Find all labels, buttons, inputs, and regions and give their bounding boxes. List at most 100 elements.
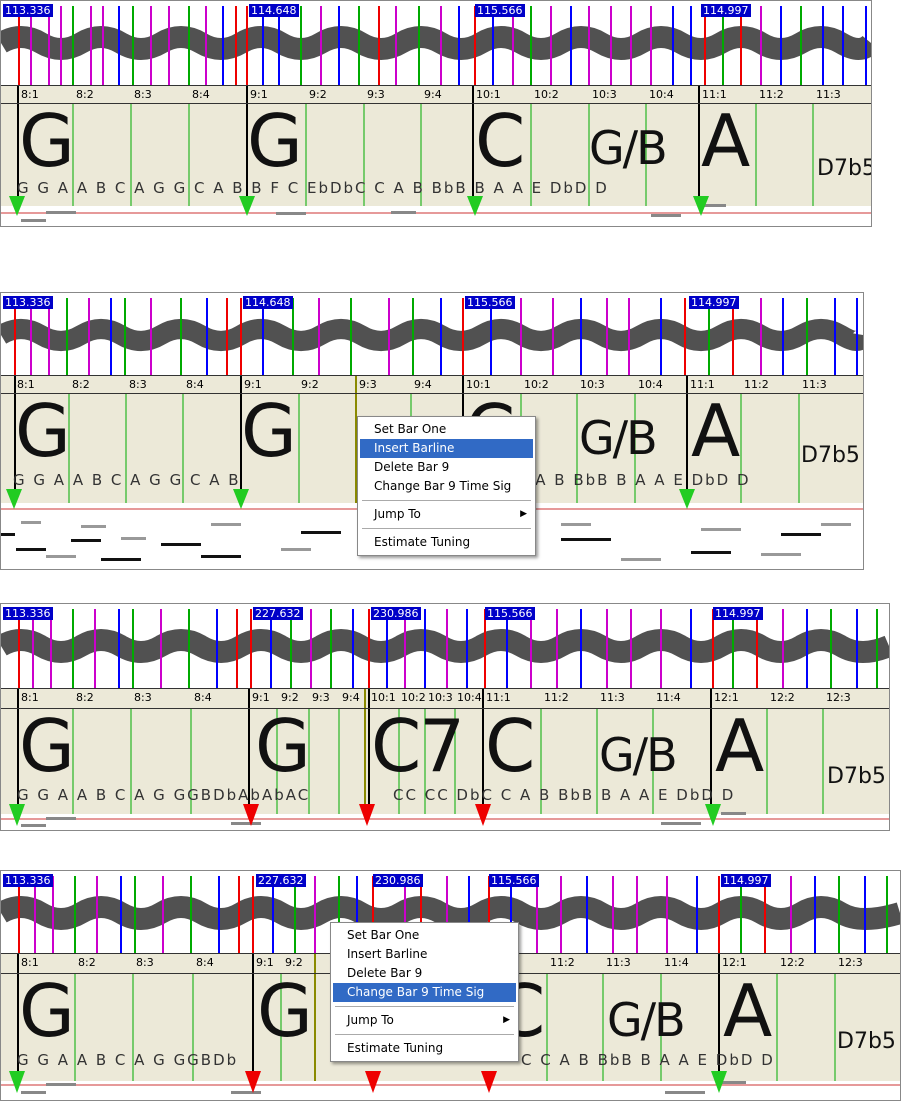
beat-label: 9:2: [285, 956, 303, 969]
menu-separator: [362, 500, 531, 501]
beat-label: 9:4: [342, 691, 360, 704]
tempo-label: 113.336: [3, 874, 53, 887]
beat-label: 12:2: [780, 956, 805, 969]
tempo-label: 114.997: [689, 296, 739, 309]
beat-label: 11:2: [544, 691, 569, 704]
beat-label: 11:2: [759, 88, 784, 101]
beat-label: 9:3: [312, 691, 330, 704]
beat-label: 10:2: [534, 88, 559, 101]
beat-label: 9:1: [244, 378, 262, 391]
audio-chord-panel-1[interactable]: 113.336 114.648 115.566 114.997 8:1 8:2 …: [0, 0, 872, 227]
tempo-label: 113.336: [3, 607, 53, 620]
beat-label: 12:1: [714, 691, 739, 704]
beat-label: 9:1: [250, 88, 268, 101]
green-marker-icon[interactable]: [711, 1071, 727, 1093]
context-menu: Set Bar One Insert Barline Delete Bar 9 …: [330, 922, 519, 1062]
note-sequence: CC CC DbC C A B BbB B A A E DbD D: [393, 786, 736, 804]
chord-symbol: G: [241, 389, 297, 473]
menu-item-delete-bar[interactable]: Delete Bar 9: [374, 460, 450, 474]
menu-item-estimate-tuning[interactable]: Estimate Tuning: [347, 1041, 444, 1055]
green-marker-icon[interactable]: [705, 804, 721, 826]
beat-label: 9:2: [281, 691, 299, 704]
waveform-divider: [1, 85, 871, 86]
beat-label: 9:3: [359, 378, 377, 391]
chord-symbol: C7: [371, 704, 465, 788]
green-marker-icon[interactable]: [9, 804, 25, 826]
menu-item-insert-barline[interactable]: Insert Barline: [360, 439, 533, 458]
beat-label: 8:3: [136, 956, 154, 969]
submenu-arrow-icon: ▶: [503, 1015, 510, 1025]
waveform-divider: [1, 688, 889, 689]
audio-chord-panel-4[interactable]: 113.336 227.632 230.986 115.566 114.997 …: [0, 870, 901, 1101]
waveform-and-gridlines: [1, 604, 889, 830]
audio-chord-panel-3[interactable]: 113.336 227.632 230.986 115.566 114.997 …: [0, 603, 890, 831]
beat-label: 9:4: [414, 378, 432, 391]
beat-label: 10:4: [638, 378, 663, 391]
red-marker-icon[interactable]: [365, 1071, 381, 1093]
beat-label: 11:4: [656, 691, 681, 704]
context-menu: Set Bar One Insert Barline Delete Bar 9 …: [357, 416, 536, 556]
beat-label: 10:1: [466, 378, 491, 391]
chord-symbol: C: [485, 704, 535, 788]
tempo-label: 227.632: [256, 874, 306, 887]
beat-label: 12:1: [722, 956, 747, 969]
red-marker-icon[interactable]: [243, 804, 259, 826]
beat-label: 8:4: [192, 88, 210, 101]
tempo-label: 114.648: [249, 4, 299, 17]
green-marker-icon[interactable]: [9, 1071, 25, 1093]
beat-label: 10:2: [524, 378, 549, 391]
beat-label: 12:3: [838, 956, 863, 969]
green-marker-icon[interactable]: [6, 489, 22, 509]
chord-symbol: G/B: [589, 121, 668, 175]
tempo-label: 113.336: [3, 4, 53, 17]
beat-label: 8:1: [21, 88, 39, 101]
red-marker-icon[interactable]: [475, 804, 491, 826]
green-marker-icon[interactable]: [239, 196, 255, 216]
beat-label: 10:4: [457, 691, 482, 704]
beat-label: 8:3: [129, 378, 147, 391]
green-marker-icon[interactable]: [693, 196, 709, 216]
beat-label: 10:3: [580, 378, 605, 391]
chord-symbol: G/B: [579, 411, 658, 465]
beat-label: 11:3: [802, 378, 827, 391]
beat-label: 11:1: [690, 378, 715, 391]
beat-label: 8:1: [21, 956, 39, 969]
red-marker-icon[interactable]: [359, 804, 375, 826]
beat-label: 9:3: [367, 88, 385, 101]
tempo-label: 114.997: [701, 4, 751, 17]
beat-label: 9:1: [252, 691, 270, 704]
tempo-label: 227.632: [253, 607, 303, 620]
menu-item-set-bar-one[interactable]: Set Bar One: [347, 928, 420, 942]
menu-item-label: Jump To: [374, 507, 421, 521]
menu-item-change-time-sig[interactable]: Change Bar 9 Time Sig: [333, 983, 516, 1002]
tempo-label: 230.986: [371, 607, 421, 620]
red-marker-icon[interactable]: [245, 1071, 261, 1093]
chord-symbol: A: [701, 99, 750, 183]
menu-item-set-bar-one[interactable]: Set Bar One: [374, 422, 447, 436]
beat-label: 9:2: [301, 378, 319, 391]
red-marker-icon[interactable]: [481, 1071, 497, 1093]
menu-item-jump-to[interactable]: Jump To ▶: [333, 1011, 516, 1030]
beat-label: 10:3: [592, 88, 617, 101]
chord-symbol: D7b5: [801, 443, 860, 468]
tempo-label: 115.566: [489, 874, 539, 887]
note-sequence: C C A B BbB B A A E DbD D: [521, 1051, 775, 1069]
menu-item-insert-barline[interactable]: Insert Barline: [347, 947, 428, 961]
beat-label: 10:1: [476, 88, 501, 101]
beat-label: 8:2: [76, 88, 94, 101]
chord-symbol: G/B: [599, 728, 678, 782]
tempo-label: 114.648: [243, 296, 293, 309]
green-marker-icon[interactable]: [467, 196, 483, 216]
note-sequence: G G A A B C A G G C A B B F C EbDbC C A …: [17, 179, 609, 197]
menu-item-delete-bar[interactable]: Delete Bar 9: [347, 966, 423, 980]
green-marker-icon[interactable]: [233, 489, 249, 509]
tempo-label: 115.566: [475, 4, 525, 17]
green-marker-icon[interactable]: [679, 489, 695, 509]
menu-item-jump-to[interactable]: Jump To ▶: [360, 505, 533, 524]
green-marker-icon[interactable]: [9, 196, 25, 216]
menu-item-estimate-tuning[interactable]: Estimate Tuning: [374, 535, 471, 549]
menu-item-change-time-sig[interactable]: Change Bar 9 Time Sig: [374, 479, 512, 493]
chord-symbol: G/B: [607, 993, 686, 1047]
menu-item-label: Jump To: [347, 1013, 394, 1027]
chord-symbol: D7b5: [827, 764, 886, 789]
